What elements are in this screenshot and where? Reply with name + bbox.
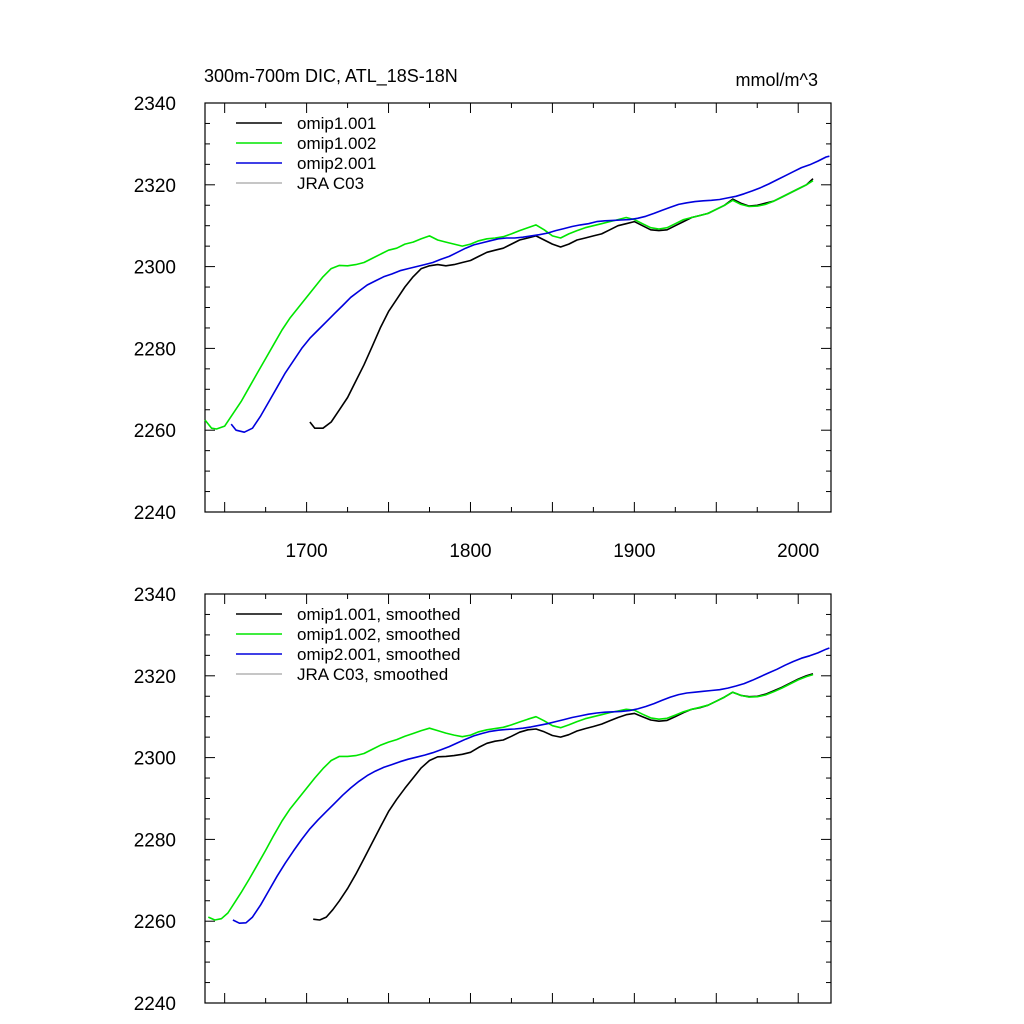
y-tick-label: 2260	[134, 912, 176, 933]
legend-label: omip1.002, smoothed	[297, 625, 461, 644]
y-tick-label: 2340	[134, 94, 176, 115]
y-tick-label: 2300	[134, 749, 176, 770]
x-tick-label: 1800	[449, 541, 491, 562]
series-line-3	[230, 155, 830, 433]
series-line-2	[207, 673, 814, 921]
series-line-1	[309, 178, 814, 429]
legend-label: omip1.001	[297, 114, 376, 133]
chart-title: 300m-700m DIC, ATL_18S-18N	[204, 66, 458, 87]
series-line-3	[232, 647, 830, 924]
panel-smoothed: 2240 2260 2280 2300 2320 2340 omip1.001, smoot…	[134, 585, 832, 1015]
y-tick-label: 2240	[134, 503, 176, 524]
x-tick-label: 1900	[613, 541, 655, 562]
y-tick-label: 2280	[134, 339, 176, 360]
legend-label: JRA C03, smoothed	[297, 665, 448, 684]
series-line-1	[313, 673, 814, 921]
units-label: mmol/m^3	[736, 70, 818, 90]
legend-label: omip1.002	[297, 134, 376, 153]
y-tick-label: 2260	[134, 421, 176, 442]
y-tick-label: 2300	[134, 258, 176, 279]
y-tick-label: 2240	[134, 994, 176, 1015]
legend-label: JRA C03	[297, 174, 364, 193]
y-tick-label: 2320	[134, 667, 176, 688]
legend-label: omip2.001	[297, 154, 376, 173]
panel-raw: 2240 2260 2280 2300 2320 2340 1700 1800 1900 2000…	[134, 94, 832, 562]
legend-label: omip2.001, smoothed	[297, 645, 461, 664]
series-line-2	[204, 180, 814, 430]
y-tick-label: 2320	[134, 176, 176, 197]
legend-label: omip1.001, smoothed	[297, 605, 461, 624]
y-tick-label: 2280	[134, 830, 176, 851]
y-tick-label: 2340	[134, 585, 176, 606]
x-tick-label: 1700	[285, 541, 327, 562]
x-tick-label: 2000	[777, 541, 819, 562]
